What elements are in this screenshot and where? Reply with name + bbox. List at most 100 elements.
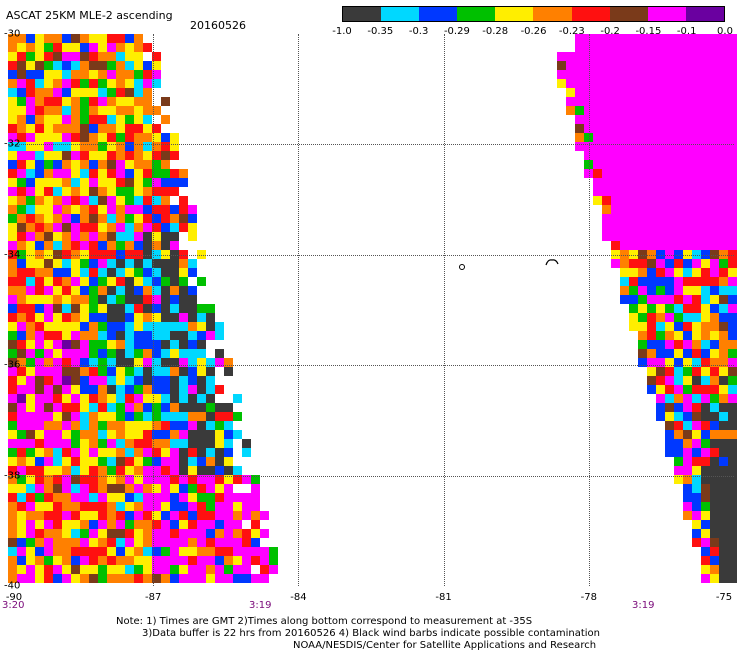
swath-cell (188, 520, 197, 529)
swath-cell (719, 34, 728, 43)
swath-cell (17, 115, 26, 124)
swath-cell (629, 259, 638, 268)
swath-cell (35, 142, 44, 151)
swath-cell (584, 70, 593, 79)
swath-cell (98, 169, 107, 178)
swath-cell (170, 205, 179, 214)
swath-cell (26, 394, 35, 403)
swath-cell (89, 178, 98, 187)
swath-cell (125, 70, 134, 79)
swath-cell (593, 61, 602, 70)
swath-cell (170, 520, 179, 529)
swath-cell (206, 520, 215, 529)
swath-cell (17, 331, 26, 340)
swath-cell (647, 124, 656, 133)
swath-cell (98, 511, 107, 520)
swath-cell (134, 52, 143, 61)
swath-cell (53, 385, 62, 394)
swath-cell (611, 196, 620, 205)
swath-cell (143, 484, 152, 493)
swath-cell (44, 232, 53, 241)
swath-cell (161, 277, 170, 286)
swath-cell (134, 223, 143, 232)
swath-cell (71, 43, 80, 52)
swath-cell (620, 196, 629, 205)
swath-cell (134, 214, 143, 223)
swath-cell (98, 241, 107, 250)
swath-cell (692, 403, 701, 412)
swath-cell (116, 547, 125, 556)
swath-cell (134, 259, 143, 268)
swath-cell (683, 250, 692, 259)
swath-cell (197, 340, 206, 349)
swath-cell (665, 97, 674, 106)
swath-cell (8, 502, 17, 511)
swath-cell (179, 547, 188, 556)
swath-cell (44, 376, 53, 385)
swath-cell (674, 331, 683, 340)
swath-cell (629, 169, 638, 178)
swath-cell (98, 565, 107, 574)
swath-cell (728, 565, 737, 574)
latitude-label: -34 (4, 249, 21, 261)
swath-cell (107, 214, 116, 223)
swath-cell (161, 547, 170, 556)
swath-cell (80, 466, 89, 475)
swath-cell (35, 34, 44, 43)
swath-cell (17, 466, 26, 475)
swath-cell (116, 367, 125, 376)
swath-cell (80, 160, 89, 169)
swath-cell (107, 259, 116, 268)
swath-cell (17, 349, 26, 358)
swath-cell (656, 88, 665, 97)
swath-cell (53, 142, 62, 151)
swath-cell (728, 403, 737, 412)
swath-cell (701, 295, 710, 304)
swath-cell (62, 457, 71, 466)
swath-cell (620, 142, 629, 151)
swath-cell (584, 88, 593, 97)
swath-cell (728, 88, 737, 97)
swath-cell (593, 169, 602, 178)
swath-cell (53, 556, 62, 565)
swath-cell (89, 529, 98, 538)
swath-cell (728, 376, 737, 385)
swath-cell (206, 457, 215, 466)
swath-cell (152, 61, 161, 70)
swath-cell (116, 250, 125, 259)
swath-cell (179, 565, 188, 574)
swath-cell (62, 331, 71, 340)
swath-cell (80, 520, 89, 529)
swath-cell (683, 106, 692, 115)
swath-cell (152, 205, 161, 214)
swath-cell (692, 304, 701, 313)
swath-cell (188, 232, 197, 241)
swath-cell (719, 259, 728, 268)
swath-cell (98, 367, 107, 376)
swath-cell (170, 223, 179, 232)
swath-cell (62, 241, 71, 250)
swath-cell (152, 376, 161, 385)
swath-cell (116, 115, 125, 124)
swath-cell (116, 187, 125, 196)
swath-cell (44, 475, 53, 484)
swath-cell (44, 484, 53, 493)
swath-cell (566, 79, 575, 88)
swath-cell (701, 61, 710, 70)
swath-cell (161, 502, 170, 511)
latitude-label: -30 (4, 28, 21, 40)
swath-cell (125, 277, 134, 286)
swath-cell (692, 124, 701, 133)
swath-cell (197, 313, 206, 322)
swath-cell (701, 448, 710, 457)
swath-cell (656, 43, 665, 52)
swath-cell (638, 34, 647, 43)
swath-cell (206, 430, 215, 439)
swath-cell (179, 349, 188, 358)
swath-cell (134, 151, 143, 160)
swath-cell (143, 187, 152, 196)
swath-cell (629, 196, 638, 205)
swath-cell (89, 268, 98, 277)
swath-cell (701, 151, 710, 160)
swath-cell (71, 79, 80, 88)
